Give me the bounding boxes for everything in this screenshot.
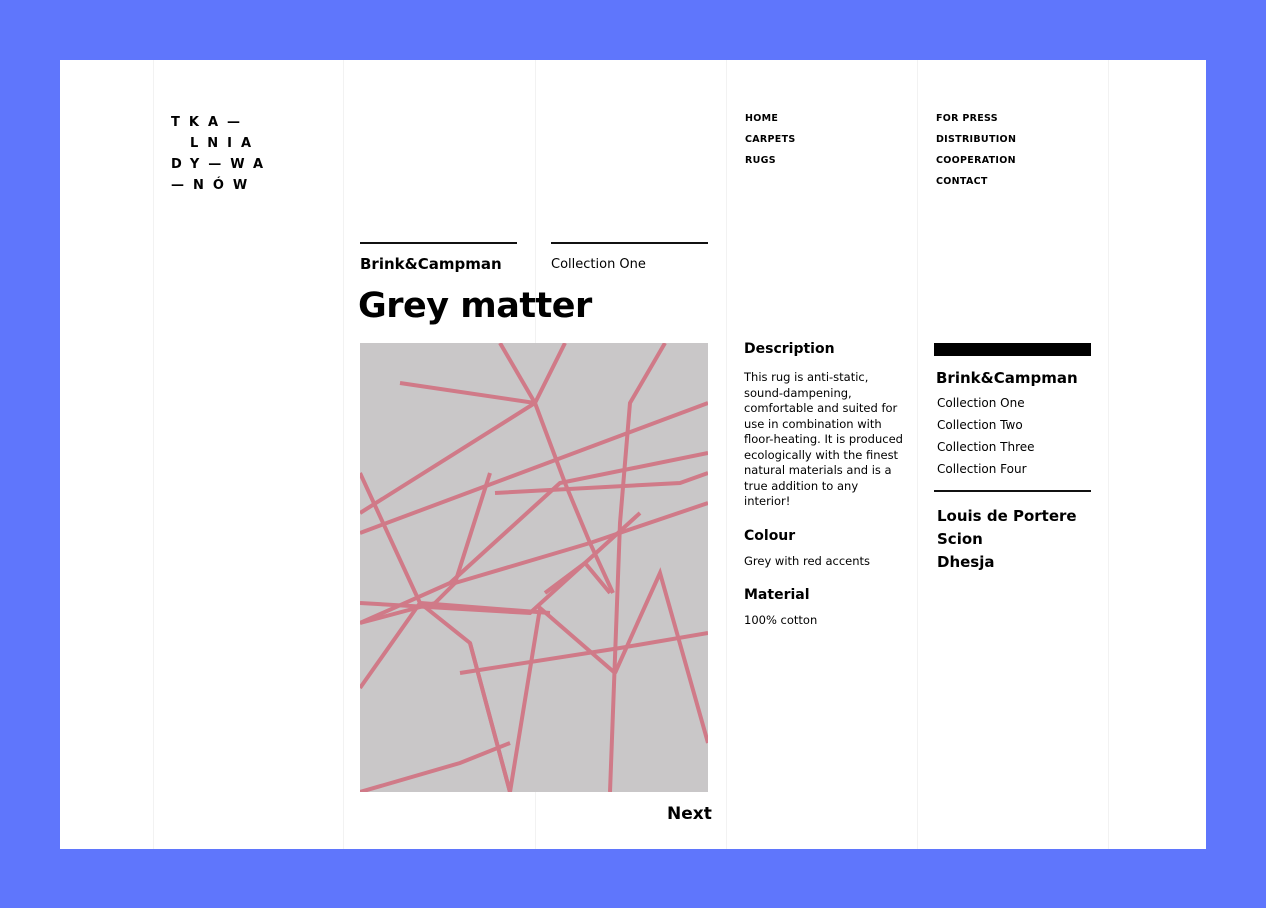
product-collection[interactable]: Collection One — [551, 257, 646, 272]
next-link[interactable]: Next — [667, 804, 712, 824]
logo[interactable]: TKA— LNIA DY—WA —NÓW — [171, 112, 272, 196]
nav-for-press[interactable]: FOR PRESS — [936, 113, 998, 124]
logo-line: —NÓW — [171, 178, 257, 193]
nav-rugs[interactable]: RUGS — [745, 155, 776, 166]
logo-line: DY—WA — [171, 157, 273, 172]
description-text: This rug is anti-static, sound-dampening… — [744, 370, 903, 508]
sidebar-collection-two[interactable]: Collection Two — [937, 418, 1023, 432]
material-heading: Material — [744, 587, 810, 603]
divider — [551, 242, 708, 244]
nav-contact[interactable]: CONTACT — [936, 176, 988, 187]
description-heading: Description — [744, 341, 835, 357]
brand-sidebar: Brink&Campman Collection One Collection … — [934, 343, 1091, 574]
sidebar-collection-three[interactable]: Collection Three — [937, 440, 1035, 454]
main-nav: HOME CARPETS RUGS — [745, 108, 796, 171]
page-title: Grey matter — [358, 286, 592, 326]
sidebar-brand-scion[interactable]: Scion — [937, 530, 983, 548]
divider — [934, 490, 1091, 492]
sidebar-collection-four[interactable]: Collection Four — [937, 462, 1027, 476]
sidebar-collection-one[interactable]: Collection One — [937, 396, 1025, 410]
divider — [360, 242, 517, 244]
colour-heading: Colour — [744, 527, 796, 544]
page: TKA— LNIA DY—WA —NÓW HOME CARPETS RUGS FOR … — [60, 60, 1206, 849]
nav-distribution[interactable]: DISTRIBUTION — [936, 134, 1017, 145]
colour-value: Grey with red accents — [744, 553, 871, 568]
logo-line: TKA— — [171, 115, 250, 130]
product-brand[interactable]: Brink&Campman — [360, 255, 502, 273]
rug-image — [360, 343, 708, 792]
material-value: 100% cotton — [744, 613, 818, 627]
sidebar-brand-dhesja[interactable]: Dhesja — [937, 553, 995, 571]
sidebar-bar — [934, 343, 1091, 356]
nav-cooperation[interactable]: COOPERATION — [936, 155, 1016, 166]
sidebar-brand[interactable]: Brink&Campman — [936, 369, 1078, 387]
nav-carpets[interactable]: CARPETS — [745, 134, 796, 145]
secondary-nav: FOR PRESS DISTRIBUTION COOPERATION CONTA… — [936, 108, 1016, 192]
nav-home[interactable]: HOME — [745, 113, 779, 124]
logo-line: LNIA — [190, 136, 261, 151]
product-details: Description This rug is anti-static, sou… — [744, 341, 904, 629]
sidebar-brand-louis-de-portere[interactable]: Louis de Portere — [937, 507, 1077, 525]
